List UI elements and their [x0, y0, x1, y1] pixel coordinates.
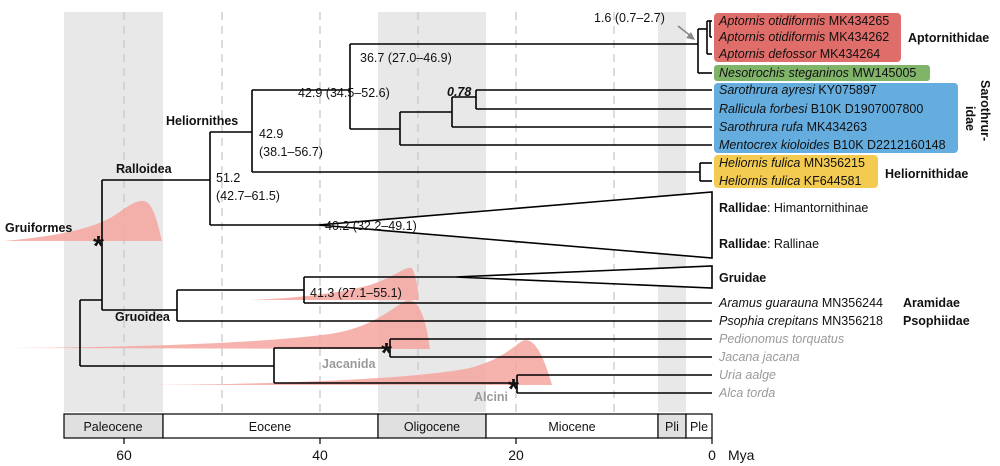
epoch-miocene: Miocene	[548, 420, 595, 434]
clade-alcini: Alcini	[474, 390, 508, 404]
tip-jacana: Jacana jacana	[718, 350, 800, 364]
node-age-gruidae-aramus: 41.3 (27.1–55.1)	[310, 286, 402, 300]
tip-alca: Alca torda	[718, 386, 775, 400]
aptornithidae-box	[714, 13, 901, 62]
alcini-density	[150, 340, 552, 385]
nesotrochis-box	[714, 65, 930, 81]
clade-gruiformes: Gruiformes	[5, 221, 72, 235]
family-aramidae: Aramidae	[903, 296, 960, 310]
heliornithidae-box	[714, 155, 878, 188]
epoch-eocene: Eocene	[249, 420, 291, 434]
tip-aptornis-2: Aptornis otidiformis MK434262	[718, 30, 889, 44]
axis-unit: Mya	[728, 447, 755, 463]
gruidae-label: Gruidae	[719, 271, 766, 285]
epoch-oligocene: Oligocene	[404, 420, 460, 434]
node-support: 0.78	[447, 85, 471, 99]
svg-text:idae: idae	[963, 106, 977, 131]
tip-rallicula: Rallicula forbesi B10K D1907007800	[719, 102, 923, 116]
family-sarothruridae: Sarothrur- idae	[963, 80, 992, 141]
density-shapes	[4, 200, 552, 385]
clade-gruoidea: Gruoidea	[115, 310, 171, 324]
tip-aramus: Aramus guarauna MN356244	[718, 296, 883, 310]
clade-ralloidea: Ralloidea	[116, 162, 173, 176]
epoch-pliocene: Pli	[665, 420, 679, 434]
tip-aptornis-3: Aptornis defossor MK434264	[718, 47, 880, 61]
axis-tick-60: 60	[116, 447, 132, 463]
family-heliornithidae: Heliornithidae	[885, 167, 968, 181]
family-aptornithidae: Aptornithidae	[908, 31, 989, 45]
jacanida-asterisk-icon: *	[381, 337, 392, 368]
rallidae-rallinae-label: Rallidae: Rallinae	[719, 237, 819, 251]
gruiformes-asterisk-icon: *	[93, 230, 104, 261]
tip-heliornis-2: Heliornis fulica KF644581	[719, 174, 861, 188]
epoch-bar: Paleocene Eocene Oligocene Miocene Pli P…	[63, 413, 713, 439]
tip-aptornis-1: Aptornis otidiformis MK434265	[718, 14, 889, 28]
rallidae-himantornithinae-label: Rallidae: Himantornithinae	[719, 201, 868, 215]
axis-tick-0: 0	[708, 447, 716, 463]
node-age-heliornithes-1: 42.9	[259, 127, 283, 141]
tip-pedionomus: Pedionomus torquatus	[719, 332, 844, 346]
axis-tick-40: 40	[312, 447, 328, 463]
node-age-aptornis: 1.6 (0.7–2.7)	[594, 11, 665, 25]
tip-labels: Aptornis otidiformis MK434265 Aptornis o…	[718, 14, 946, 400]
epoch-paleocene: Paleocene	[83, 420, 142, 434]
branches	[79, 20, 712, 394]
node-age-heliornithes-2: (38.1–56.7)	[259, 145, 323, 159]
tip-heliornis-1: Heliornis fulica MN356215	[719, 156, 865, 170]
gruidae-triangle	[454, 265, 713, 289]
time-axis: 60 40 20 0 Mya	[116, 438, 755, 463]
tip-mentocrex: Mentocrex kioloides B10K D2212160148	[719, 138, 946, 152]
svg-text:Sarothrur-: Sarothrur-	[978, 80, 992, 141]
rallidae-triangle	[317, 191, 713, 259]
jacanida-density	[10, 300, 430, 349]
node-age-aptornis-nesotrochis: 36.7 (27.0–46.9)	[360, 51, 452, 65]
tip-nesotrochis: Nesotrochis steganinos MW145005	[719, 66, 916, 80]
node-age-ralloidea-2: (42.7–61.5)	[216, 189, 280, 203]
clade-heliornithes: Heliornithes	[166, 114, 238, 128]
alcini-asterisk-icon: *	[508, 373, 519, 404]
sarothruridae-box	[714, 83, 958, 153]
tip-psophia: Psophia crepitans MN356218	[719, 314, 883, 328]
node-age-ralloidea-1: 51.2	[216, 171, 240, 185]
family-psophiidae: Psophiidae	[903, 314, 970, 328]
tip-sarothrura-2: Sarothrura rufa MK434263	[719, 120, 867, 134]
tip-sarothrura-1: Sarothrura ayresi KY075897	[719, 83, 877, 97]
gruiformes-density	[4, 200, 162, 241]
tip-uria: Uria aalge	[719, 368, 776, 382]
calibration-markers: * * *	[93, 230, 519, 404]
clade-jacanida: Jacanida	[322, 357, 377, 371]
aptornis-arrow-icon	[677, 25, 695, 40]
node-age-core: 42.9 (34.5–52.6)	[298, 86, 390, 100]
gruidae-density	[250, 267, 419, 300]
node-age-rallidae: 40.2 (32.2–49.1)	[325, 219, 417, 233]
axis-tick-20: 20	[508, 447, 524, 463]
epoch-pleistocene: Ple	[690, 420, 708, 434]
